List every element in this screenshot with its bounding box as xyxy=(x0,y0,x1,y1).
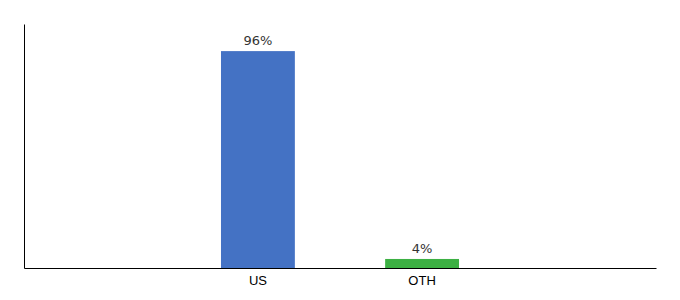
data-label: 96% xyxy=(243,33,272,48)
x-tick-label: OTH xyxy=(408,273,435,288)
y-axis-line xyxy=(24,25,25,269)
bar xyxy=(385,259,459,268)
bars xyxy=(221,51,459,268)
plot-area: US OTH 96% 4% xyxy=(25,25,657,289)
x-axis: US OTH xyxy=(25,269,657,289)
chart-svg: US OTH 96% 4% xyxy=(0,0,680,300)
chart-container: US OTH 96% 4% xyxy=(0,0,680,300)
x-tick: US xyxy=(249,273,267,288)
x-axis-line xyxy=(25,268,657,269)
bar xyxy=(221,51,295,268)
data-labels: 96% 4% xyxy=(243,33,432,256)
x-tick-label: US xyxy=(249,273,267,288)
data-label: 4% xyxy=(412,241,433,256)
y-axis xyxy=(24,25,25,269)
x-tick: OTH xyxy=(408,273,435,288)
